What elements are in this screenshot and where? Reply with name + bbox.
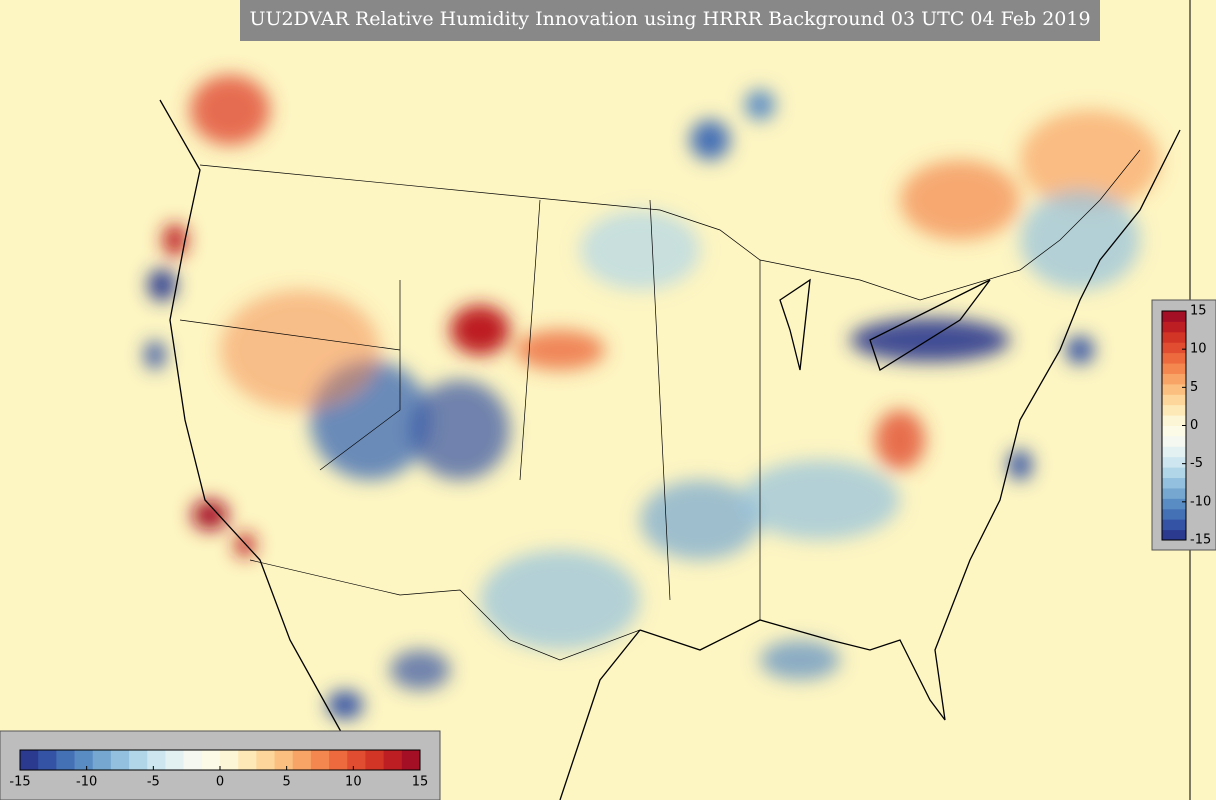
color-swatch — [383, 750, 403, 770]
color-swatch — [110, 750, 130, 770]
colorbar: -15 -10 -5 0 5 10 15 — [9, 749, 429, 790]
color-swatch — [1162, 352, 1186, 364]
color-swatch — [1162, 321, 1186, 333]
color-swatch — [92, 750, 112, 770]
color-swatch — [1162, 363, 1186, 374]
color-swatch — [183, 750, 203, 770]
tick-label: -10 — [1190, 494, 1211, 509]
map-title: UU2DVAR Relative Humidity Innovation usi… — [249, 8, 1090, 30]
color-swatch — [38, 750, 57, 770]
color-swatch — [1162, 467, 1186, 479]
color-swatch — [165, 750, 185, 770]
color-swatch — [201, 750, 221, 770]
color-swatch — [256, 750, 276, 770]
tick-label: 0 — [1190, 418, 1198, 433]
borders — [179, 149, 1141, 661]
color-swatch — [74, 750, 94, 770]
tick-label: 0 — [216, 775, 224, 790]
color-swatch — [329, 750, 348, 770]
tick-label: 15 — [412, 775, 429, 790]
color-swatch — [20, 750, 39, 770]
tick-label: 5 — [283, 775, 291, 790]
color-swatch — [365, 750, 385, 770]
color-swatch — [1162, 415, 1186, 426]
color-swatch — [310, 750, 330, 770]
tick-label: 10 — [345, 775, 362, 790]
tick-label: 15 — [1190, 304, 1207, 319]
color-swatch — [1162, 373, 1186, 385]
color-swatch — [1162, 477, 1186, 489]
color-swatch — [401, 750, 421, 770]
color-swatch — [1162, 383, 1186, 395]
color-swatch — [1162, 342, 1186, 354]
color-swatch — [1162, 394, 1186, 406]
tick-label: -15 — [1190, 533, 1211, 548]
color-swatch — [1162, 529, 1186, 541]
tick-label: -15 — [9, 775, 30, 790]
color-swatch — [1162, 446, 1186, 458]
innovation-field — [145, 75, 1160, 719]
color-swatch — [1162, 456, 1186, 468]
color-swatch — [1162, 508, 1186, 520]
color-swatch — [1162, 331, 1186, 343]
color-swatch — [1162, 498, 1186, 510]
color-swatch — [1162, 519, 1186, 531]
color-swatch — [129, 750, 148, 770]
color-swatch — [1162, 404, 1186, 416]
color-swatch — [1162, 435, 1186, 447]
tick-label: -10 — [76, 775, 97, 790]
color-swatch — [147, 750, 166, 770]
color-swatch — [56, 750, 76, 770]
color-swatch — [238, 750, 257, 770]
tick-label: -5 — [1190, 456, 1203, 471]
color-swatch — [1162, 425, 1186, 437]
color-swatch — [347, 750, 366, 770]
tick-label: -5 — [147, 775, 160, 790]
color-swatch — [220, 750, 239, 770]
tick-label: 10 — [1190, 342, 1207, 357]
color-swatch — [1162, 487, 1186, 499]
color-swatch — [292, 750, 312, 770]
color-swatch — [1162, 311, 1186, 322]
color-swatch — [274, 750, 294, 770]
title-box — [240, 0, 1100, 41]
colorbar: -15 -10 -5 0 5 10 15 — [1161, 304, 1211, 548]
coastlines — [159, 99, 1181, 801]
tick-label: 5 — [1190, 380, 1198, 395]
